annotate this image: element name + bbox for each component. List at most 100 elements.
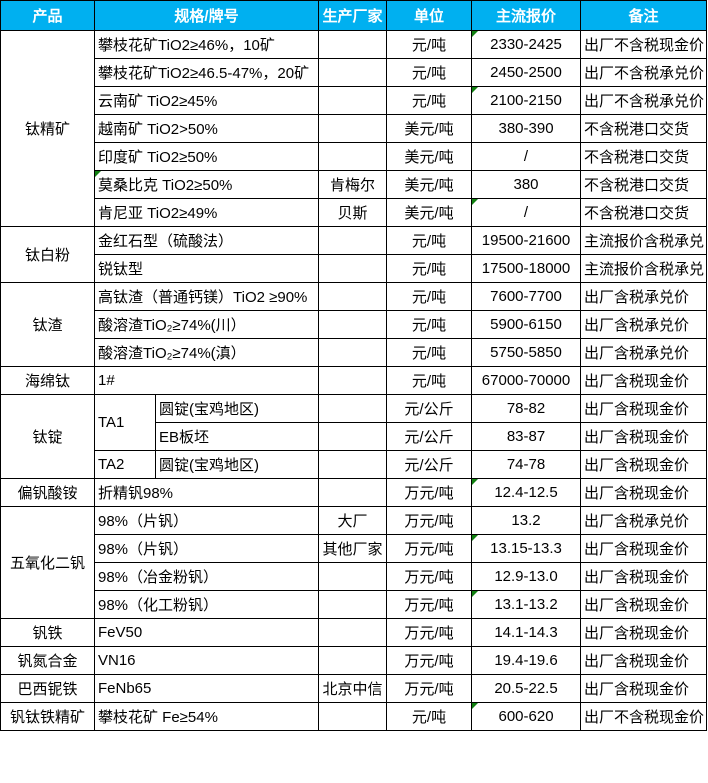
note-cell: 出厂含税现金价 <box>580 422 708 451</box>
price-cell: 78-82 <box>471 394 582 423</box>
table-row: 酸溶渣TiO₂≥74%(滇） 元/吨 5750-5850 出厂含税承兑价 <box>1 338 708 367</box>
note-cell: 不含税港口交货 <box>580 198 708 227</box>
note-cell: 出厂含税现金价 <box>580 478 708 507</box>
spec-cell: 云南矿 TiO2≥45% <box>93 86 320 115</box>
price-cell: 12.9-13.0 <box>471 562 582 591</box>
table-row: 云南矿 TiO2≥45% 元/吨 2100-2150 出厂不含税承兑价 <box>1 86 708 115</box>
unit-cell: 元/公斤 <box>386 394 473 423</box>
product-cell: 偏钒酸铵 <box>0 478 95 507</box>
spec-cell: 98%（片钒） <box>93 506 320 535</box>
spec-cell: 攀枝花矿 Fe≥54% <box>93 702 320 731</box>
table-row: 巴西铌铁 FeNb65 北京中信 万元/吨 20.5-22.5 出厂含税现金价 <box>0 674 708 703</box>
price-cell: 380 <box>471 170 582 199</box>
price-cell: 7600-7700 <box>471 282 582 311</box>
maker-cell <box>318 562 388 591</box>
note-cell: 出厂含税现金价 <box>580 590 708 619</box>
price-cell: 19500-21600 <box>471 226 582 255</box>
note-cell: 出厂含税现金价 <box>580 534 708 563</box>
table-row: 钒氮合金 VN16 万元/吨 19.4-19.6 出厂含税现金价 <box>0 646 708 675</box>
product-cell: 钒氮合金 <box>0 646 95 675</box>
note-cell: 出厂含税承兑价 <box>580 506 708 535</box>
table-row: 五氧化二钒 98%（片钒） 大厂 万元/吨 13.2 出厂含税承兑价 <box>0 506 708 619</box>
unit-cell: 元/吨 <box>386 366 473 395</box>
price-cell: 380-390 <box>471 114 582 143</box>
price-cell: 67000-70000 <box>471 366 582 395</box>
header-product: 产品 <box>0 0 95 31</box>
note-cell: 出厂不含税承兑价 <box>580 86 708 115</box>
unit-cell: 元/公斤 <box>386 422 473 451</box>
price-cell: 12.4-12.5 <box>471 478 582 507</box>
spec-cell: FeV50 <box>93 618 320 647</box>
table-row: 98%（冶金粉钒） 万元/吨 12.9-13.0 出厂含税现金价 <box>1 562 708 591</box>
maker-cell <box>318 226 388 255</box>
table-row: 莫桑比克 TiO2≥50% 肯梅尔 美元/吨 380 不含税港口交货 <box>1 170 708 199</box>
note-cell: 出厂含税承兑价 <box>580 310 708 339</box>
unit-cell: 元/公斤 <box>386 450 473 479</box>
unit-cell: 元/吨 <box>386 86 473 115</box>
table-row: 钛白粉 金红石型（硫酸法） 元/吨 19500-21600 主流报价含税承兑 <box>0 226 708 283</box>
unit-cell: 元/吨 <box>386 58 473 87</box>
spec-cell: 莫桑比克 TiO2≥50% <box>93 170 320 199</box>
note-cell: 出厂含税现金价 <box>580 366 708 395</box>
note-cell: 出厂含税现金价 <box>580 646 708 675</box>
price-cell: 20.5-22.5 <box>471 674 582 703</box>
maker-cell: 大厂 <box>318 506 388 535</box>
price-cell: 13.1-13.2 <box>471 590 582 619</box>
maker-cell: 其他厂家 <box>318 534 388 563</box>
table-row: 肯尼亚 TiO2≥49% 贝斯 美元/吨 / 不含税港口交货 <box>1 198 708 227</box>
product-cell: 钛白粉 <box>0 226 95 283</box>
unit-cell: 元/吨 <box>386 310 473 339</box>
table-row: TA2 圆锭(宝鸡地区) 元/公斤 74-78 出厂含税现金价 <box>1 450 708 479</box>
unit-cell: 万元/吨 <box>386 478 473 507</box>
unit-cell: 元/吨 <box>386 702 473 731</box>
table-row: 钒铁 FeV50 万元/吨 14.1-14.3 出厂含税现金价 <box>0 618 708 647</box>
unit-cell: 元/吨 <box>386 338 473 367</box>
maker-cell: 北京中信 <box>318 674 388 703</box>
product-cell: 钛锭 <box>0 394 95 479</box>
header-maker: 生产厂家 <box>318 0 388 31</box>
note-cell: 出厂不含税现金价 <box>580 702 708 731</box>
unit-cell: 美元/吨 <box>386 114 473 143</box>
maker-cell: 肯梅尔 <box>318 170 388 199</box>
price-cell: 5900-6150 <box>471 310 582 339</box>
grade-cell: TA1 <box>94 394 156 451</box>
price-cell: 14.1-14.3 <box>471 618 582 647</box>
spec-cell: 攀枝花矿TiO2≥46%，10矿 <box>93 30 320 59</box>
table-row: 锐钛型 元/吨 17500-18000 主流报价含税承兑 <box>1 254 708 283</box>
sub-spec-cell: 圆锭(宝鸡地区) <box>154 394 320 423</box>
unit-cell: 元/吨 <box>386 254 473 283</box>
header-note: 备注 <box>580 0 708 31</box>
price-cell: 83-87 <box>471 422 582 451</box>
unit-cell: 万元/吨 <box>386 562 473 591</box>
unit-cell: 万元/吨 <box>386 646 473 675</box>
table-row: 钛精矿 攀枝花矿TiO2≥46%，10矿 元/吨 2330-2425 出厂不含税… <box>0 30 708 227</box>
spec-cell: FeNb65 <box>93 674 320 703</box>
maker-cell <box>318 450 388 479</box>
unit-cell: 元/吨 <box>386 30 473 59</box>
unit-cell: 万元/吨 <box>386 534 473 563</box>
unit-cell: 万元/吨 <box>386 674 473 703</box>
table-row: 98%（化工粉钒） 万元/吨 13.1-13.2 出厂含税现金价 <box>1 590 708 619</box>
note-cell: 出厂含税现金价 <box>580 618 708 647</box>
table-row: 酸溶渣TiO₂≥74%(川） 元/吨 5900-6150 出厂含税承兑价 <box>1 310 708 339</box>
price-cell: 17500-18000 <box>471 254 582 283</box>
note-cell: 出厂含税现金价 <box>580 674 708 703</box>
maker-cell <box>318 590 388 619</box>
price-table: 产品 规格/牌号 生产厂家 单位 主流报价 备注 钛精矿 攀枝花矿TiO2≥46… <box>0 0 708 731</box>
price-cell: 2100-2150 <box>471 86 582 115</box>
note-cell: 出厂含税现金价 <box>580 394 708 423</box>
maker-cell <box>318 58 388 87</box>
unit-cell: 元/吨 <box>386 226 473 255</box>
unit-cell: 美元/吨 <box>386 198 473 227</box>
header-price: 主流报价 <box>471 0 582 31</box>
maker-cell <box>318 282 388 311</box>
table-row: 钛锭 TA1 圆锭(宝鸡地区) 元/公斤 78-82 出厂含税现金价 <box>0 394 708 479</box>
table-row: 钒钛铁精矿 攀枝花矿 Fe≥54% 元/吨 600-620 出厂不含税现金价 <box>0 702 708 731</box>
spec-cell: 越南矿 TiO2>50% <box>93 114 320 143</box>
note-cell: 出厂含税现金价 <box>580 562 708 591</box>
product-cell: 钛精矿 <box>0 30 95 227</box>
price-cell: / <box>471 198 582 227</box>
unit-cell: 美元/吨 <box>386 170 473 199</box>
note-cell: 不含税港口交货 <box>580 170 708 199</box>
product-cell: 巴西铌铁 <box>0 674 95 703</box>
